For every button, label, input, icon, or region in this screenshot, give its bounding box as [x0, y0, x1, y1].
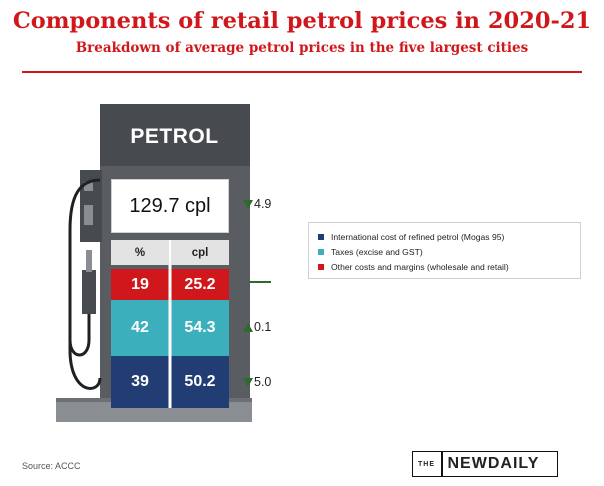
taxes-percent: 42 — [131, 319, 149, 336]
column-header-percent: % — [111, 240, 169, 265]
taxes-change-value: 0.1 — [254, 320, 272, 334]
total-change-value: 4.9 — [254, 197, 272, 211]
nozzle-holder-slot — [84, 205, 93, 225]
title-divider — [22, 71, 582, 73]
legend-item-other: Other costs and margins (wholesale and r… — [318, 259, 580, 274]
taxes-cpl: 54.3 — [184, 319, 216, 336]
legend: International cost of refined petrol (Mo… — [308, 222, 581, 279]
legend-label: Taxes (excise and GST) — [331, 246, 423, 257]
international-percent: 39 — [131, 373, 149, 390]
total-price-display: 129.7 cpl — [111, 179, 229, 233]
nozzle-holder-slot — [84, 182, 93, 191]
legend-swatch — [318, 263, 324, 270]
publisher-logo: THE NEWDAILY — [412, 451, 558, 477]
other-costs-percent: 19 — [131, 275, 149, 293]
international-change: 5.0 — [243, 375, 271, 389]
pump-label: PETROL — [130, 125, 219, 148]
up-arrow-icon — [243, 322, 253, 332]
international-change-value: 5.0 — [254, 375, 272, 389]
legend-swatch — [318, 248, 324, 255]
legend-label: International cost of refined petrol (Mo… — [331, 231, 505, 242]
taxes-change: 0.1 — [243, 320, 271, 334]
legend-item-international: International cost of refined petrol (Mo… — [318, 229, 580, 244]
fuel-hose — [68, 178, 102, 390]
down-arrow-icon — [243, 199, 253, 209]
chart-subtitle: Breakdown of average petrol prices in th… — [75, 40, 529, 56]
logo-separator — [441, 452, 443, 476]
total-change: 4.9 — [243, 197, 271, 211]
international-cpl: 50.2 — [184, 373, 216, 390]
legend-swatch — [318, 233, 324, 240]
pump-header-panel — [100, 104, 250, 166]
legend-item-taxes: Taxes (excise and GST) — [318, 244, 580, 259]
logo-the: THE — [418, 460, 435, 468]
no-change-dash — [249, 281, 271, 283]
down-arrow-icon — [243, 377, 253, 387]
nozzle-grip — [82, 270, 96, 314]
other-costs-cpl: 25.2 — [184, 275, 216, 293]
logo-name: NEWDAILY — [447, 455, 540, 472]
nozzle-tip — [86, 250, 92, 272]
nozzle-hose — [68, 314, 91, 357]
column-header-cpl: cpl — [171, 240, 229, 265]
chart-title: Components of retail petrol prices in 20… — [12, 8, 592, 34]
legend-label: Other costs and margins (wholesale and r… — [331, 261, 509, 272]
source-note: Source: ACCC — [22, 461, 81, 471]
